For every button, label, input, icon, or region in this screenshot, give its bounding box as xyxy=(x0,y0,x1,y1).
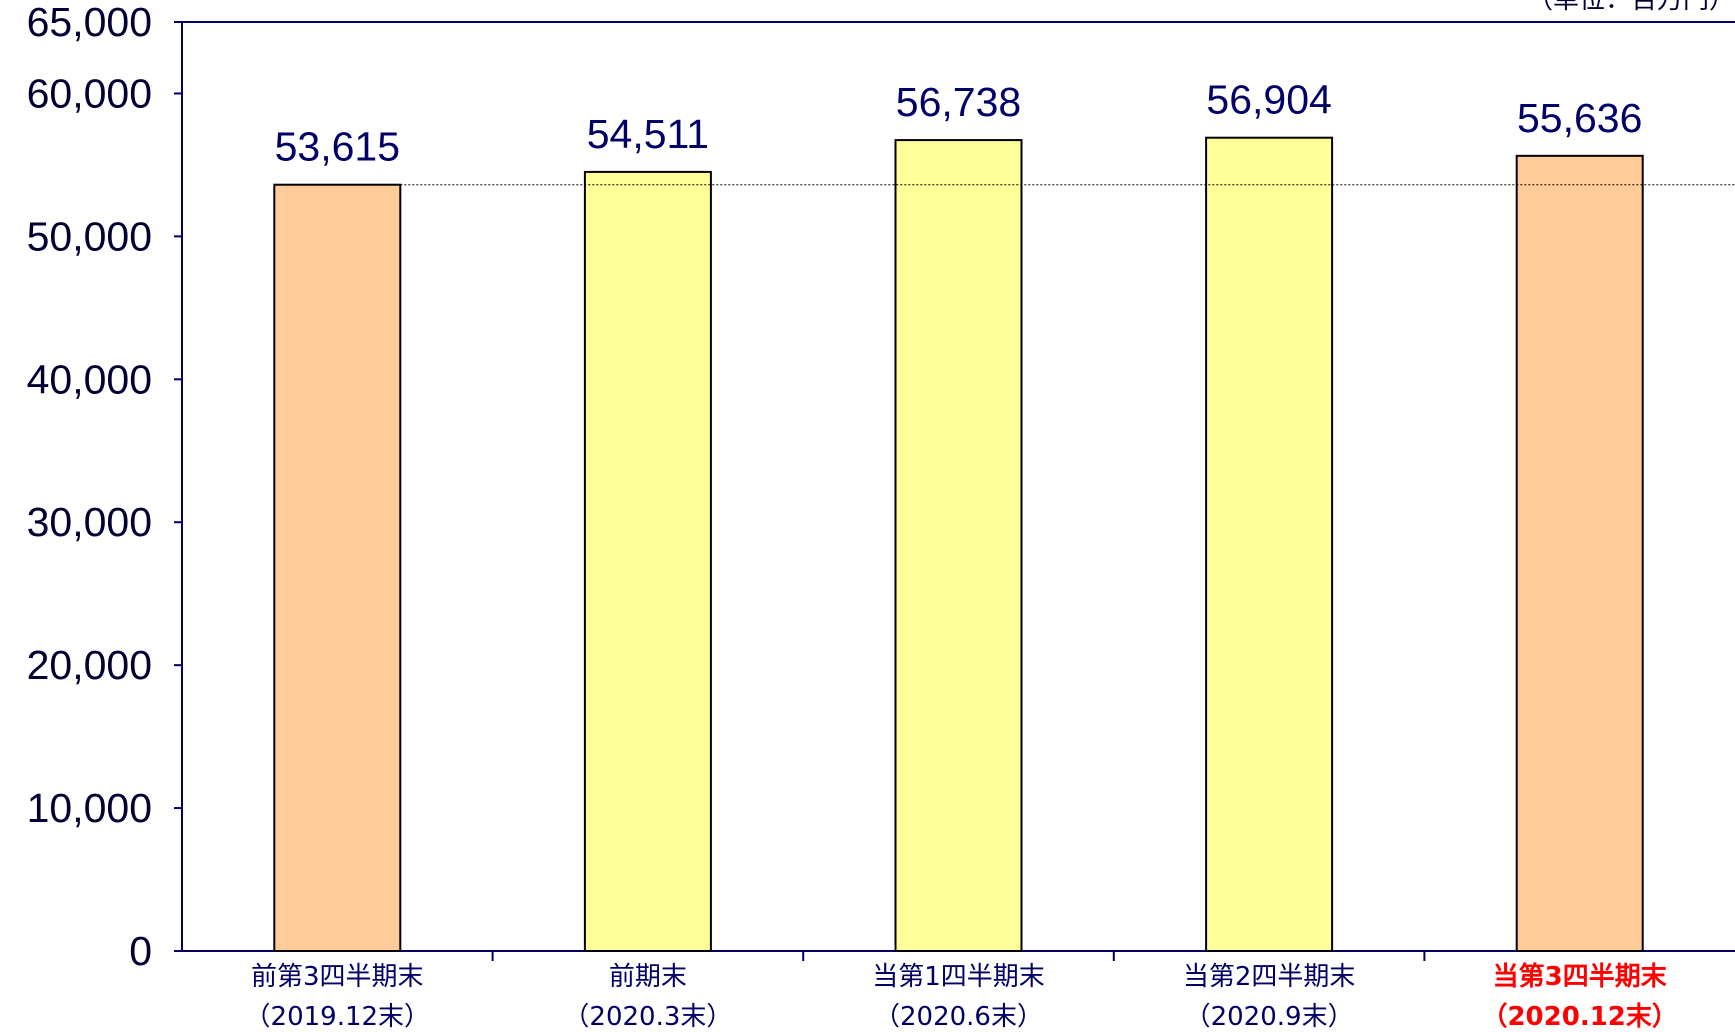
data-label: 53,615 xyxy=(275,124,400,170)
bar xyxy=(1205,136,1334,953)
category-label-line1: 前第3四半期末 xyxy=(251,962,424,992)
category-label-line1: 当第2四半期末 xyxy=(1183,962,1356,992)
bar xyxy=(583,170,712,953)
category-label-line2: （2019.12末） xyxy=(245,1002,431,1032)
category-label-line2: （2020.3末） xyxy=(563,1002,732,1032)
category-label-line1: 当第1四半期末 xyxy=(872,962,1045,992)
category-label-line1: 前期末 xyxy=(609,962,687,992)
data-label: 56,904 xyxy=(1206,77,1331,123)
y-tick-label: 20,000 xyxy=(27,642,152,688)
y-tick-label: 40,000 xyxy=(27,356,152,402)
y-tick-label: 0 xyxy=(129,928,152,974)
bars xyxy=(273,136,1644,953)
data-labels: 53,615 54,511 56,738 56,904 55,636 xyxy=(275,77,1643,170)
category-label-line1: 当第3四半期末 xyxy=(1493,961,1668,992)
y-tick-label: 30,000 xyxy=(27,499,152,545)
unit-label: （単位：百万円） xyxy=(1527,0,1735,15)
category-label-line2: （2020.9末） xyxy=(1185,1002,1354,1032)
y-tick-label: 10,000 xyxy=(27,785,152,831)
bar xyxy=(273,183,402,953)
data-label: 56,738 xyxy=(896,79,1021,125)
y-axis: 0 10,000 20,000 30,000 40,000 50,000 60,000 65,… xyxy=(27,0,1735,974)
category-label-line2: （2020.12末） xyxy=(1481,1002,1677,1032)
data-label: 55,636 xyxy=(1517,95,1642,141)
x-axis xyxy=(182,950,1735,961)
category-label-line2: （2020.6末） xyxy=(874,1002,1043,1032)
y-tick-label: 50,000 xyxy=(27,213,152,259)
data-label: 54,511 xyxy=(587,111,709,157)
category-labels: 前第3四半期末 （2019.12末） 前期末 （2020.3末） 当第1四半期末 （202… xyxy=(245,961,1678,1032)
bar xyxy=(894,139,1023,952)
y-tick-label: 65,000 xyxy=(27,0,152,45)
y-tick-label: 60,000 xyxy=(27,70,152,116)
bar xyxy=(1515,154,1644,952)
